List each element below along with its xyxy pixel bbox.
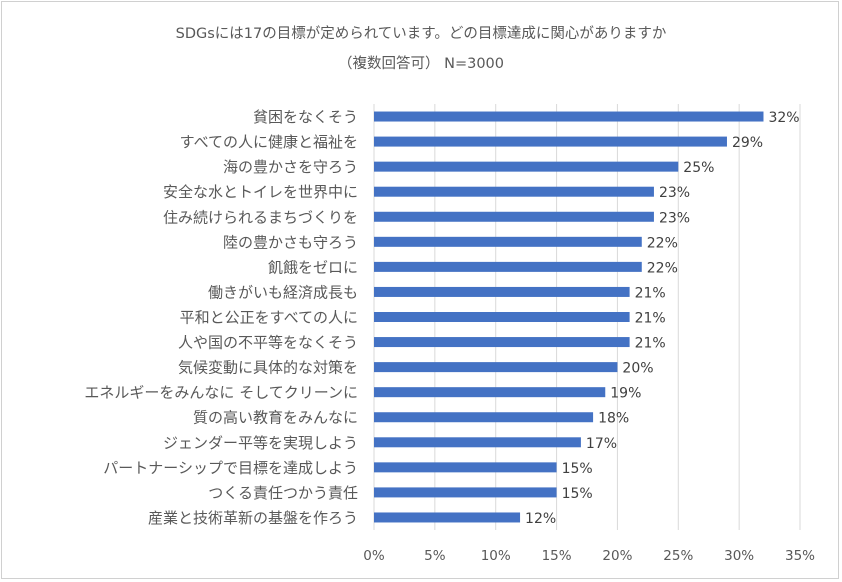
bar: [374, 236, 642, 247]
bars: [374, 111, 764, 523]
chart-title: SDGsには17の目標が定められています。どの目標達成に関心がありますか: [175, 26, 667, 42]
x-tick-label: 0%: [363, 548, 385, 564]
category-label: 気候変動に具体的な対策を: [178, 359, 358, 377]
data-label: 21%: [635, 311, 666, 327]
category-label: 陸の豊かさも守ろう: [223, 233, 358, 251]
bar: [374, 111, 764, 122]
data-label: 19%: [610, 386, 641, 402]
data-label: 23%: [659, 210, 690, 226]
category-labels: 貧困をなくそうすべての人に健康と福祉を海の豊かさを守ろう安全な水とトイレを世界中…: [84, 108, 358, 527]
data-label: 22%: [647, 260, 678, 276]
category-label: 働きがいも経済成長も: [208, 283, 358, 301]
category-label: 平和と公正をすべての人に: [180, 309, 358, 327]
bar: [374, 211, 654, 222]
data-labels: 32% 29% 25% 23% 23% 22% 22% 21% 21% 21% 20% 19% 18% 1…: [525, 110, 800, 527]
data-label: 17%: [586, 436, 617, 452]
x-tick-label: 25%: [663, 548, 693, 564]
category-label: 質の高い教育をみんなに: [193, 409, 358, 427]
data-label: 21%: [635, 285, 666, 301]
category-label: つくる責任つかう責任: [208, 484, 358, 502]
x-tick-label: 30%: [724, 548, 754, 564]
bar: [374, 462, 557, 473]
x-tick-label: 5%: [424, 548, 446, 564]
category-label: すべての人に健康と福祉を: [180, 133, 358, 151]
data-label: 23%: [659, 185, 690, 201]
data-label: 29%: [732, 135, 763, 151]
bar: [374, 136, 727, 147]
data-label: 22%: [647, 235, 678, 251]
bar: [374, 161, 679, 172]
category-label: 産業と技術革新の基盤を作ろう: [148, 509, 358, 527]
bar: [374, 337, 630, 348]
bar: [374, 487, 557, 498]
category-label: 貧困をなくそう: [253, 108, 358, 126]
chart-subtitle: （複数回答可） N=3000: [337, 56, 504, 72]
x-tick-label: 20%: [602, 548, 632, 564]
data-label: 18%: [598, 411, 629, 427]
category-label: 海の豊かさを守ろう: [223, 158, 358, 176]
category-label: 安全な水とトイレを世界中に: [163, 183, 358, 201]
bar: [374, 312, 630, 322]
x-tick-label: 35%: [785, 548, 815, 564]
x-tick-label: 15%: [542, 548, 572, 564]
data-label: 25%: [683, 160, 714, 176]
category-label: エネルギーをみんなに そしてクリーンに: [84, 384, 358, 402]
data-label: 21%: [635, 336, 666, 352]
category-label: 飢餓をゼロに: [268, 258, 358, 276]
data-label: 20%: [622, 361, 653, 377]
category-label: ジェンダー平等を実現しよう: [163, 434, 358, 452]
x-tick-labels: 0% 5% 10% 15% 20% 25% 30% 35%: [363, 548, 815, 564]
bar: [374, 437, 581, 448]
bar: [374, 412, 594, 423]
bar: [374, 186, 654, 197]
data-label: 12%: [525, 511, 556, 527]
data-label: 15%: [562, 486, 593, 502]
data-label: 32%: [768, 110, 799, 126]
bar: [374, 362, 618, 373]
bar: [374, 261, 642, 272]
category-label: パートナーシップで目標を達成しよう: [103, 459, 358, 477]
x-tick-label: 10%: [481, 548, 511, 564]
category-label: 住み続けられるまちづくりを: [163, 208, 358, 226]
bar: [374, 512, 521, 523]
bar: [374, 286, 630, 297]
category-label: 人や国の不平等をなくそう: [178, 334, 358, 352]
bar: [374, 387, 606, 398]
data-label: 15%: [562, 461, 593, 477]
